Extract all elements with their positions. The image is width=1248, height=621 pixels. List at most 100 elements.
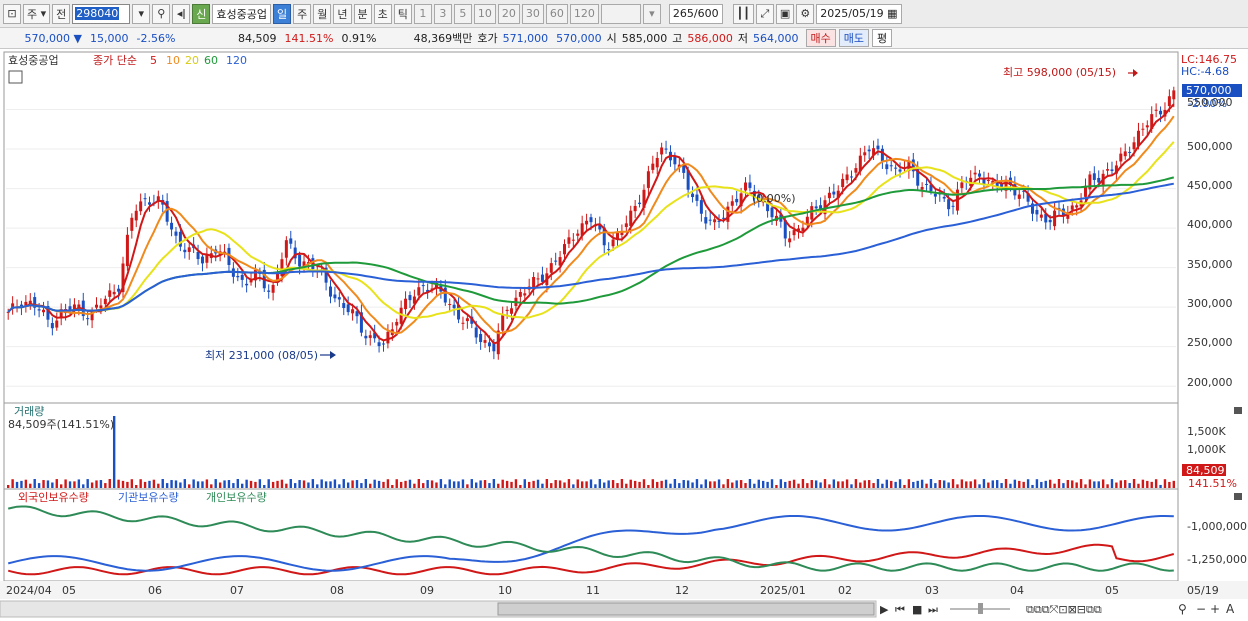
candle-body xyxy=(342,303,346,309)
zoom-slider-handle[interactable] xyxy=(978,603,983,614)
interval-10[interactable]: 10 xyxy=(473,3,496,24)
scrollbar-thumb[interactable] xyxy=(497,602,875,616)
tab-minute[interactable]: 분 xyxy=(353,3,372,24)
forward-icon[interactable]: ⏭ xyxy=(928,603,938,616)
tab-weekly[interactable]: 주 xyxy=(293,3,312,24)
candle-body xyxy=(351,309,355,314)
volume-bar xyxy=(929,479,933,488)
volume-bar xyxy=(77,479,81,488)
eval-button[interactable]: 평 xyxy=(872,29,893,47)
table-icon[interactable] xyxy=(8,70,23,84)
window-icon[interactable]: ⊡ xyxy=(3,3,21,24)
zoom-out-icon[interactable]: ⚲ xyxy=(1178,602,1187,616)
candle-body xyxy=(1022,190,1026,192)
volume-bar xyxy=(404,480,407,488)
candle-body xyxy=(108,290,112,297)
plus-icon[interactable]: + xyxy=(1210,602,1220,616)
holding-close-icon[interactable] xyxy=(1234,493,1242,500)
minus-icon[interactable]: − xyxy=(1196,602,1206,616)
candle-body xyxy=(1000,183,1004,187)
volume-bar xyxy=(1057,479,1061,488)
open-label: 시 xyxy=(606,32,617,45)
interval-20[interactable]: 20 xyxy=(497,3,520,24)
hc-value: HC:-4.68 xyxy=(1181,65,1229,78)
volume-close-icon[interactable] xyxy=(1234,407,1242,414)
count-field[interactable]: 265/600 xyxy=(668,3,723,24)
candle-body xyxy=(434,283,438,289)
volume-bar xyxy=(620,479,624,488)
prev-button[interactable]: 전 xyxy=(52,3,71,24)
ma-10-line xyxy=(7,115,1175,335)
dropdown-icon[interactable]: ▾ xyxy=(132,3,151,24)
buy-button[interactable]: 매수 xyxy=(805,29,836,47)
stock-code-input[interactable]: 298040 xyxy=(72,3,131,24)
holding-line-0 xyxy=(7,543,1175,576)
candle-body xyxy=(969,177,973,186)
volume-bar xyxy=(1040,481,1043,488)
institution-holding-label: 기관보유수량 xyxy=(118,491,179,504)
date-field[interactable]: 2025/05/19 ▦ xyxy=(816,3,902,24)
candle-body xyxy=(576,233,580,236)
candle-body xyxy=(682,164,686,173)
interval-5[interactable]: 5 xyxy=(453,3,472,24)
volume-bar xyxy=(938,480,941,488)
tab-tick[interactable]: 틱 xyxy=(393,3,412,24)
interval-30[interactable]: 30 xyxy=(521,3,544,24)
volume-bar xyxy=(757,479,760,488)
high-price: 586,000 xyxy=(687,31,733,45)
speaker-icon[interactable]: ◂ǀ xyxy=(172,3,191,24)
text-tool-icon[interactable]: A xyxy=(1226,602,1235,616)
interval-1[interactable]: 1 xyxy=(413,3,432,24)
volume-bar xyxy=(192,479,195,488)
candle-body xyxy=(386,331,390,344)
foreign-holding-label: 외국인보유수량 xyxy=(18,491,89,504)
volume-bar xyxy=(386,479,390,488)
sell-button[interactable]: 매도 xyxy=(838,29,870,47)
volume-bar xyxy=(611,480,615,488)
interval-3[interactable]: 3 xyxy=(433,3,452,24)
market-select[interactable]: 주 ▾ xyxy=(23,3,51,24)
volume-bar xyxy=(947,482,950,488)
stock-chart[interactable]: 효성중공업 종가 단순 5 10 20 60 120 LC:146.75 HC:… xyxy=(0,50,1248,621)
candle-body xyxy=(1132,142,1136,150)
tab-daily[interactable]: 일 xyxy=(273,3,292,24)
ask-price-2: 570,000 xyxy=(556,31,602,45)
view-tool-icons[interactable]: ⧉⧉⧉⤧⊡⊠⊟⧉⧉ xyxy=(1026,603,1102,616)
candle-body xyxy=(540,274,544,282)
volume-bar xyxy=(965,481,968,488)
candle-body xyxy=(470,316,474,324)
rewind-icon[interactable]: ⏮ xyxy=(895,603,905,616)
volume-bar xyxy=(1066,480,1070,488)
interval-60[interactable]: 60 xyxy=(545,3,568,24)
stop-icon[interactable]: ■ xyxy=(912,603,922,616)
candle-body xyxy=(1057,207,1061,209)
interval-custom-input[interactable] xyxy=(600,3,641,24)
tab-second[interactable]: 초 xyxy=(373,3,392,24)
candle-body xyxy=(686,170,690,190)
gear-icon[interactable]: ⚙ xyxy=(796,3,815,24)
draw-tool-icon[interactable]: ⤢ xyxy=(755,3,774,24)
interval-dropdown-icon[interactable]: ▾ xyxy=(642,3,661,24)
volume-bar xyxy=(673,479,677,488)
volume-bar xyxy=(585,481,588,488)
search-icon[interactable]: ⚲ xyxy=(152,3,171,24)
tab-yearly[interactable]: 년 xyxy=(333,3,352,24)
y-tick-300000: 300,000 xyxy=(1187,297,1233,310)
credit-badge: 신 xyxy=(192,3,211,24)
volume-bar xyxy=(1101,479,1105,488)
save-icon[interactable]: ▣ xyxy=(775,3,795,24)
candle-body xyxy=(156,196,160,202)
candle-body xyxy=(757,194,761,200)
volume-bar xyxy=(629,479,632,488)
volume-readout: 84,509주(141.51%) xyxy=(8,418,114,431)
scroll-right-icon[interactable]: ▶ xyxy=(880,603,889,616)
candle-body xyxy=(589,217,593,223)
chart-type-icon[interactable]: ┃┃ xyxy=(732,3,754,24)
volume-bar xyxy=(925,483,928,488)
x-label-02: 02 xyxy=(838,584,852,597)
volume-bar xyxy=(373,479,376,488)
tab-monthly[interactable]: 월 xyxy=(313,3,332,24)
volume-bar xyxy=(832,479,836,488)
candle-body xyxy=(50,323,54,329)
interval-120[interactable]: 120 xyxy=(569,3,599,24)
